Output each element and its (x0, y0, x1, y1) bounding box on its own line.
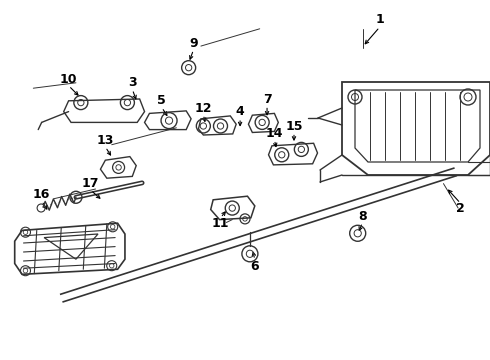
Text: 14: 14 (266, 127, 283, 140)
Text: 17: 17 (82, 177, 99, 190)
Text: 9: 9 (189, 37, 198, 50)
Text: 12: 12 (195, 102, 212, 114)
Text: 3: 3 (128, 76, 137, 89)
Text: 7: 7 (263, 93, 271, 105)
Text: 2: 2 (456, 202, 465, 215)
Text: 6: 6 (250, 260, 259, 273)
Text: 15: 15 (285, 120, 303, 132)
Text: 16: 16 (33, 188, 50, 201)
Text: 5: 5 (157, 94, 166, 107)
Text: 13: 13 (97, 134, 114, 147)
Text: 4: 4 (236, 105, 245, 118)
Text: 11: 11 (212, 217, 229, 230)
Text: 10: 10 (60, 73, 77, 86)
Text: 1: 1 (375, 13, 384, 26)
Text: 8: 8 (358, 210, 367, 222)
